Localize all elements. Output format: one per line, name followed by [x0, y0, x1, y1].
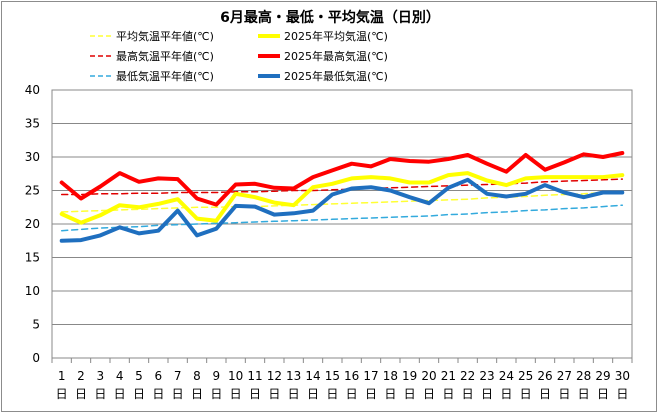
x-tick-label: 7: [174, 369, 182, 383]
legend-label: 最高気温平年値(℃): [116, 49, 214, 63]
x-tick-suffix: 日: [56, 387, 68, 401]
x-tick-label: 25: [518, 369, 533, 383]
x-tick-label: 3: [97, 369, 105, 383]
x-tick-label: 10: [228, 369, 243, 383]
x-tick-suffix: 日: [172, 387, 184, 401]
legend-label: 2025年平均気温(℃): [284, 29, 388, 43]
x-tick-suffix: 日: [94, 387, 106, 401]
x-tick-label: 20: [421, 369, 436, 383]
x-tick-suffix: 日: [404, 387, 416, 401]
series-line-4: [60, 204, 624, 232]
x-tick-label: 9: [213, 369, 221, 383]
y-tick-label: 10: [25, 284, 40, 298]
series-line-3: [59, 151, 625, 207]
x-tick-label: 26: [537, 369, 552, 383]
legend-label: 2025年最低気温(℃): [284, 69, 388, 83]
x-tick-suffix: 日: [307, 387, 319, 401]
x-tick-suffix: 日: [268, 387, 280, 401]
x-tick-label: 29: [595, 369, 610, 383]
x-tick-suffix: 日: [152, 387, 164, 401]
x-tick-suffix: 日: [578, 387, 590, 401]
x-tick-label: 4: [116, 369, 124, 383]
x-tick-suffix: 日: [191, 387, 203, 401]
x-tick-suffix: 日: [539, 387, 551, 401]
x-tick-label: 22: [460, 369, 475, 383]
y-tick-label: 40: [25, 83, 40, 97]
legend-label: 2025年最高気温(℃): [284, 49, 388, 63]
x-tick-label: 23: [479, 369, 494, 383]
x-tick-label: 1: [58, 369, 66, 383]
x-tick-label: 16: [344, 369, 359, 383]
series-line-0: [60, 191, 624, 213]
legend: 平均気温平年値(℃) 最高気温平年値(℃) 最低気温平年値(℃) 2025年平均気温(…: [90, 29, 388, 83]
y-tick-label: 15: [25, 251, 40, 265]
x-tick-suffix: 日: [616, 387, 628, 401]
x-axis: 1日2日3日4日5日6日7日8日9日10日11日12日13日14日15日16日1…: [51, 358, 633, 401]
x-tick-suffix: 日: [210, 387, 222, 401]
x-tick-suffix: 日: [365, 387, 377, 401]
x-tick-suffix: 日: [288, 387, 300, 401]
x-tick-suffix: 日: [462, 387, 474, 401]
x-tick-label: 14: [305, 369, 320, 383]
x-tick-suffix: 日: [326, 387, 338, 401]
x-tick-label: 30: [615, 369, 630, 383]
x-tick-suffix: 日: [520, 387, 532, 401]
x-tick-label: 17: [363, 369, 378, 383]
gridlines: [51, 89, 633, 359]
x-tick-suffix: 日: [75, 387, 87, 401]
x-tick-label: 21: [441, 369, 456, 383]
x-tick-suffix: 日: [384, 387, 396, 401]
x-tick-label: 2: [77, 369, 85, 383]
y-tick-label: 20: [25, 217, 40, 231]
x-tick-label: 27: [557, 369, 572, 383]
y-tick-label: 0: [32, 351, 40, 365]
x-tick-label: 8: [193, 369, 201, 383]
y-tick-label: 25: [25, 184, 40, 198]
legend-label: 平均気温平年値(℃): [116, 29, 214, 43]
chart-title: 6月最高・最低・平均気温（日別）: [220, 9, 440, 26]
x-tick-label: 6: [155, 369, 163, 383]
x-tick-label: 15: [325, 369, 340, 383]
x-tick-suffix: 日: [346, 387, 358, 401]
x-tick-label: 12: [267, 369, 282, 383]
x-tick-suffix: 日: [500, 387, 512, 401]
x-tick-suffix: 日: [230, 387, 242, 401]
x-tick-suffix: 日: [442, 387, 454, 401]
y-tick-label: 30: [25, 150, 40, 164]
series-line-1: [59, 171, 625, 225]
x-tick-suffix: 日: [597, 387, 609, 401]
x-tick-suffix: 日: [249, 387, 261, 401]
x-tick-suffix: 日: [481, 387, 493, 401]
x-tick-suffix: 日: [558, 387, 570, 401]
y-axis: 0 5 10 15 20 25 30 35 40: [25, 83, 40, 365]
legend-label: 最低気温平年値(℃): [116, 69, 214, 83]
x-tick-label: 28: [576, 369, 591, 383]
x-tick-suffix: 日: [114, 387, 126, 401]
x-tick-label: 19: [402, 369, 417, 383]
x-tick-label: 13: [286, 369, 301, 383]
x-tick-suffix: 日: [423, 387, 435, 401]
series-lines: [59, 151, 625, 243]
x-tick-label: 18: [383, 369, 398, 383]
x-tick-label: 11: [247, 369, 262, 383]
y-tick-label: 5: [32, 318, 40, 332]
x-tick-label: 24: [499, 369, 514, 383]
x-tick-label: 5: [135, 369, 143, 383]
y-tick-label: 35: [25, 117, 40, 131]
series-line-5: [59, 177, 625, 243]
x-tick-suffix: 日: [133, 387, 145, 401]
